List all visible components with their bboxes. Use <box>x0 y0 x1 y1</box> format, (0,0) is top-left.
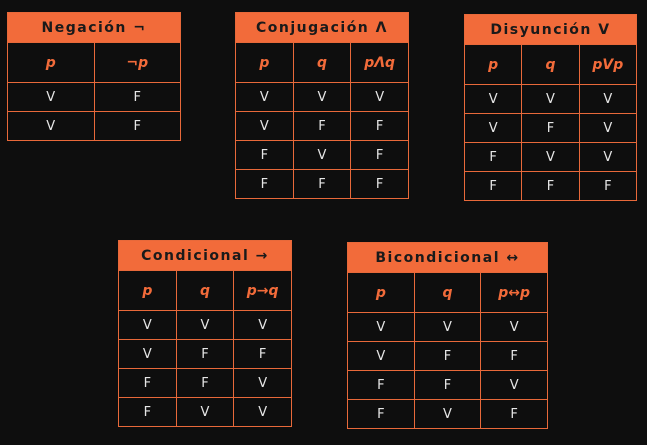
column-header: p <box>463 44 523 85</box>
table-cell: F <box>175 339 235 369</box>
column-header: p <box>235 42 294 83</box>
table-cell: V <box>463 84 523 114</box>
table-cell: F <box>175 368 235 398</box>
table-cell: V <box>578 84 638 114</box>
table-row: V V V <box>463 84 638 114</box>
table-row: V V V <box>235 82 409 112</box>
column-header: q <box>175 270 235 311</box>
table-cell: V <box>292 140 352 170</box>
table-row: F F F <box>463 171 638 201</box>
table-row: V V V <box>347 312 548 342</box>
conditional-truth-table: Condicional → p q p→q V V V V F F F F V … <box>118 240 292 427</box>
table-cell: F <box>413 370 482 400</box>
column-header: p <box>347 272 415 313</box>
table-cell: F <box>118 368 177 398</box>
table-cell: V <box>175 397 235 427</box>
table-cell: V <box>521 84 580 114</box>
table-cell: V <box>350 82 409 112</box>
table-row: V F <box>7 82 181 112</box>
table-cell: V <box>7 82 95 112</box>
table-title: Condicional → <box>118 240 292 271</box>
table-row: F F V <box>347 370 548 400</box>
table-title: Bicondicional ↔ <box>347 242 548 273</box>
table-row: V F F <box>347 341 548 371</box>
table-row: F F V <box>118 368 292 398</box>
column-header: q <box>292 42 352 83</box>
negation-truth-table: Negación ¬ p ¬p V F V F <box>7 12 181 141</box>
table-cell: V <box>7 111 95 141</box>
table-cell: V <box>233 397 292 427</box>
column-header: pΛq <box>350 42 409 83</box>
table-cell: F <box>235 169 294 199</box>
table-row: F V V <box>118 397 292 427</box>
table-cell: F <box>521 113 580 143</box>
table-cell: F <box>463 142 523 172</box>
table-title: Conjugación Λ <box>235 12 409 43</box>
column-header: ¬p <box>93 42 181 83</box>
table-cell: F <box>93 111 181 141</box>
table-row: F V F <box>347 399 548 429</box>
table-cell: F <box>578 171 638 201</box>
table-cell: V <box>233 368 292 398</box>
column-header: p <box>118 270 177 311</box>
table-cell: V <box>578 142 638 172</box>
table-row: V F <box>7 111 181 141</box>
table-cell: F <box>118 397 177 427</box>
table-cell: V <box>235 82 294 112</box>
table-cell: F <box>292 111 352 141</box>
column-header: q <box>413 272 482 313</box>
column-header: p <box>7 42 95 83</box>
table-row: V F F <box>235 111 409 141</box>
table-cell: F <box>480 341 548 371</box>
biconditional-truth-table: Bicondicional ↔ p q p↔p V V V V F F F F … <box>347 242 548 429</box>
table-cell: V <box>118 339 177 369</box>
table-row: F F F <box>235 169 409 199</box>
table-cell: F <box>347 370 415 400</box>
table-cell: V <box>413 399 482 429</box>
table-cell: F <box>463 171 523 201</box>
table-cell: V <box>118 310 177 340</box>
column-header: p↔p <box>480 272 548 313</box>
table-cell: V <box>347 312 415 342</box>
table-cell: V <box>175 310 235 340</box>
disjunction-truth-table: Disyunción V p q pVp V V V V F V F V V F… <box>463 14 638 201</box>
table-title: Disyunción V <box>464 14 637 45</box>
table-cell: V <box>578 113 638 143</box>
table-cell: F <box>350 140 409 170</box>
table-cell: F <box>292 169 352 199</box>
table-cell: F <box>347 399 415 429</box>
table-row: F V V <box>463 142 638 172</box>
table-title: Negación ¬ <box>7 12 181 43</box>
table-cell: F <box>521 171 580 201</box>
table-cell: V <box>480 370 548 400</box>
table-cell: V <box>233 310 292 340</box>
column-header: q <box>521 44 580 85</box>
table-cell: V <box>235 111 294 141</box>
table-cell: F <box>93 82 181 112</box>
table-row: F V F <box>235 140 409 170</box>
table-cell: F <box>235 140 294 170</box>
table-cell: V <box>521 142 580 172</box>
table-cell: V <box>413 312 482 342</box>
table-row: V F V <box>463 113 638 143</box>
table-cell: V <box>347 341 415 371</box>
table-row: V V V <box>118 310 292 340</box>
column-header: p→q <box>233 270 292 311</box>
table-cell: V <box>480 312 548 342</box>
conjunction-truth-table: Conjugación Λ p q pΛq V V V V F F F V F … <box>235 12 409 199</box>
table-cell: F <box>233 339 292 369</box>
table-cell: F <box>413 341 482 371</box>
table-cell: F <box>480 399 548 429</box>
table-cell: V <box>463 113 523 143</box>
column-header: pVp <box>578 44 638 85</box>
table-row: V F F <box>118 339 292 369</box>
table-cell: F <box>350 169 409 199</box>
table-cell: V <box>292 82 352 112</box>
table-cell: F <box>350 111 409 141</box>
